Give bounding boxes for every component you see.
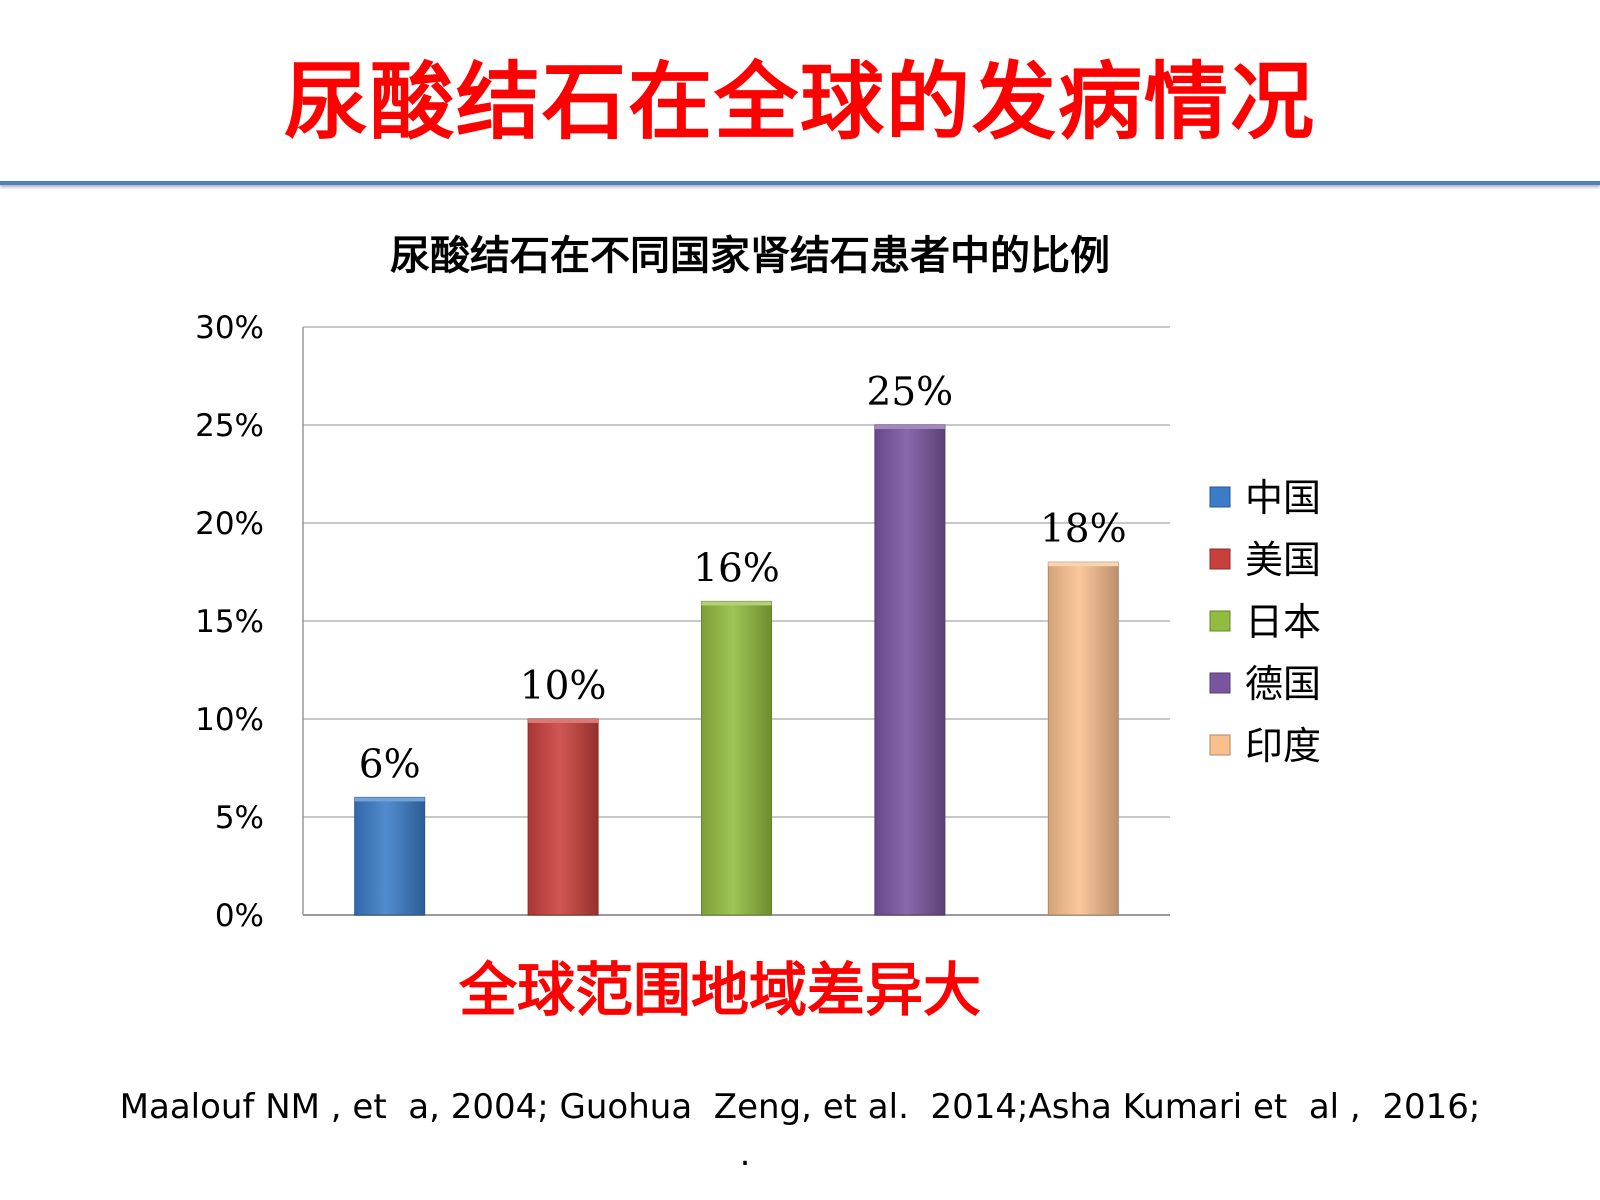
bars <box>354 424 1119 916</box>
legend-swatch <box>1209 610 1231 632</box>
legend-swatch <box>1209 548 1231 570</box>
legend-swatch <box>1209 734 1231 756</box>
bar <box>527 718 599 916</box>
trailing-mark: . <box>739 1134 751 1174</box>
legend-swatch <box>1209 672 1231 694</box>
y-tick-label: 10% <box>195 702 264 738</box>
bar-top-bevel <box>1048 562 1119 567</box>
data-label: 25% <box>867 370 954 415</box>
y-tick-label: 0% <box>215 898 264 934</box>
legend-label: 中国 <box>1245 476 1321 520</box>
legend-label: 日本 <box>1245 600 1321 644</box>
bar-top-bevel <box>874 425 945 429</box>
y-tick-label: 20% <box>195 506 264 542</box>
y-tick-label: 5% <box>215 800 264 836</box>
data-label: 18% <box>1040 507 1127 552</box>
data-labels: 6% 10% 16% 25% 18% <box>359 370 1127 787</box>
legend-label: 德国 <box>1245 662 1321 706</box>
summary-text: 全球范围地域差异大 <box>458 956 981 1024</box>
data-label: 10% <box>520 664 607 709</box>
legend-label: 印度 <box>1245 724 1321 768</box>
bar <box>701 600 772 916</box>
y-tick-label: 15% <box>195 604 264 640</box>
data-label: 16% <box>693 546 780 591</box>
bar-top-bevel <box>701 601 772 606</box>
legend-label: 美国 <box>1245 538 1321 582</box>
chart-title: 尿酸结石在不同国家肾结石患者中的比例 <box>390 233 1110 279</box>
bar <box>354 796 426 916</box>
slide-title: 尿酸结石在全球的发病情况 <box>283 53 1316 151</box>
citation-text: Maalouf NM , et a, 2004; Guohua Zeng, et… <box>119 1087 1481 1127</box>
y-tick-label: 30% <box>195 310 264 346</box>
legend-swatch <box>1209 486 1231 508</box>
bar <box>874 424 946 916</box>
bar-top-bevel <box>354 797 425 802</box>
title-divider <box>0 181 1600 185</box>
data-label: 6% <box>359 742 421 787</box>
y-tick-label: 25% <box>195 408 264 444</box>
y-axis-ticks: 0% 5% 10% 15% 20% 25% 30% <box>195 310 264 934</box>
bar-top-bevel <box>528 719 599 723</box>
bar <box>1047 561 1119 916</box>
